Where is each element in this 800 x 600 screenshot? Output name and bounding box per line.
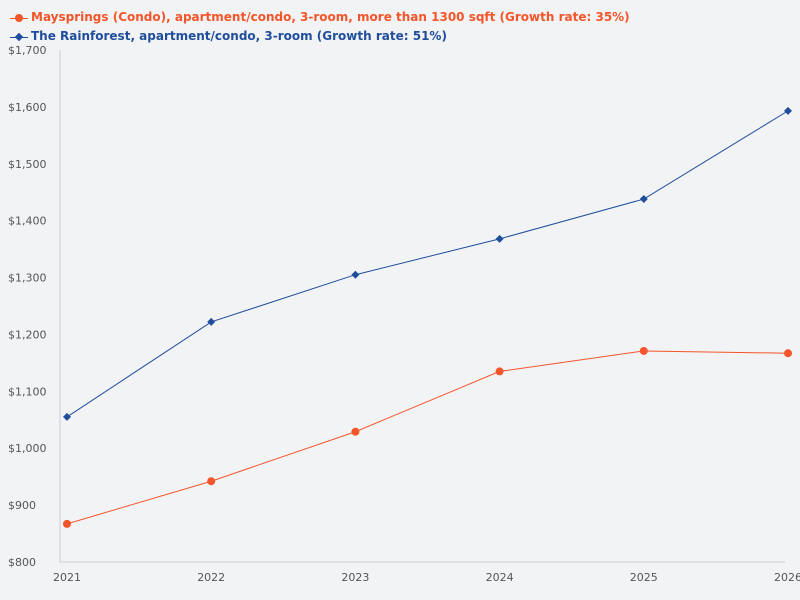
y-tick-label: $900 (8, 499, 36, 512)
data-point-diamond (639, 195, 648, 204)
y-tick-label: $1,000 (8, 442, 47, 455)
legend-swatch-circle-icon (10, 12, 28, 24)
data-point-circle (351, 427, 360, 436)
series-line-0 (66, 350, 789, 525)
axes (59, 50, 785, 563)
x-tick-label: 2025 (630, 571, 658, 584)
y-tick-label: $800 (8, 556, 36, 569)
y-axis-ticks: $800 $900 $1,000 $1,100 $1,200 $1,300 $1,400 $1… (8, 44, 47, 569)
y-tick-label: $1,300 (8, 272, 47, 285)
data-point-diamond (784, 106, 792, 115)
y-tick-label: $1,100 (8, 385, 47, 398)
data-point-diamond (351, 270, 360, 279)
legend: Maysprings (Condo), apartment/condo, 3-r… (10, 8, 630, 46)
y-tick-label: $1,200 (8, 328, 47, 341)
legend-label-maysprings: Maysprings (Condo), apartment/condo, 3-r… (31, 10, 630, 24)
series-lines (66, 110, 789, 525)
y-tick-label: $1,600 (8, 101, 47, 114)
data-point-diamond (63, 412, 71, 421)
legend-swatch-diamond-icon (10, 31, 28, 43)
data-point-circle (639, 346, 648, 355)
x-tick-label: 2023 (341, 571, 369, 584)
data-point-circle (495, 367, 504, 376)
data-point-circle (784, 349, 792, 358)
legend-label-rainforest: The Rainforest, apartment/condo, 3-room … (31, 29, 447, 43)
y-tick-label: $1,500 (8, 158, 47, 171)
x-tick-label: 2021 (53, 571, 81, 584)
data-point-diamond (207, 317, 216, 326)
x-tick-label: 2022 (197, 571, 225, 584)
data-point-circle (63, 519, 71, 528)
legend-diamond-marker-icon (14, 32, 24, 41)
series-line-1 (66, 110, 789, 418)
legend-item-rainforest[interactable]: The Rainforest, apartment/condo, 3-room … (10, 27, 630, 46)
x-tick-label: 2024 (486, 571, 514, 584)
y-tick-label: $1,400 (8, 215, 47, 228)
data-point-circle (207, 477, 216, 486)
y-tick-label: $1,700 (8, 44, 47, 57)
data-point-diamond (495, 234, 504, 243)
x-axis-ticks: 2021 2022 2023 2024 2025 2026 (53, 571, 800, 584)
legend-item-maysprings[interactable]: Maysprings (Condo), apartment/condo, 3-r… (10, 8, 630, 27)
legend-circle-marker-icon (15, 13, 23, 22)
series-markers (63, 106, 792, 528)
x-tick-label: 2026 (774, 571, 800, 584)
